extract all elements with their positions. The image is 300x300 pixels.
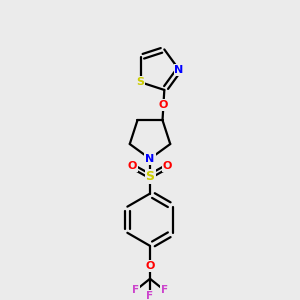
Text: S: S (136, 77, 145, 87)
Text: F: F (161, 285, 168, 296)
Text: O: O (163, 161, 172, 172)
Text: O: O (159, 100, 168, 110)
Text: N: N (174, 65, 184, 75)
Text: N: N (146, 154, 154, 164)
Text: F: F (132, 285, 139, 296)
Text: F: F (146, 291, 154, 300)
Text: O: O (145, 261, 155, 271)
Text: S: S (146, 170, 154, 183)
Text: O: O (128, 161, 137, 172)
